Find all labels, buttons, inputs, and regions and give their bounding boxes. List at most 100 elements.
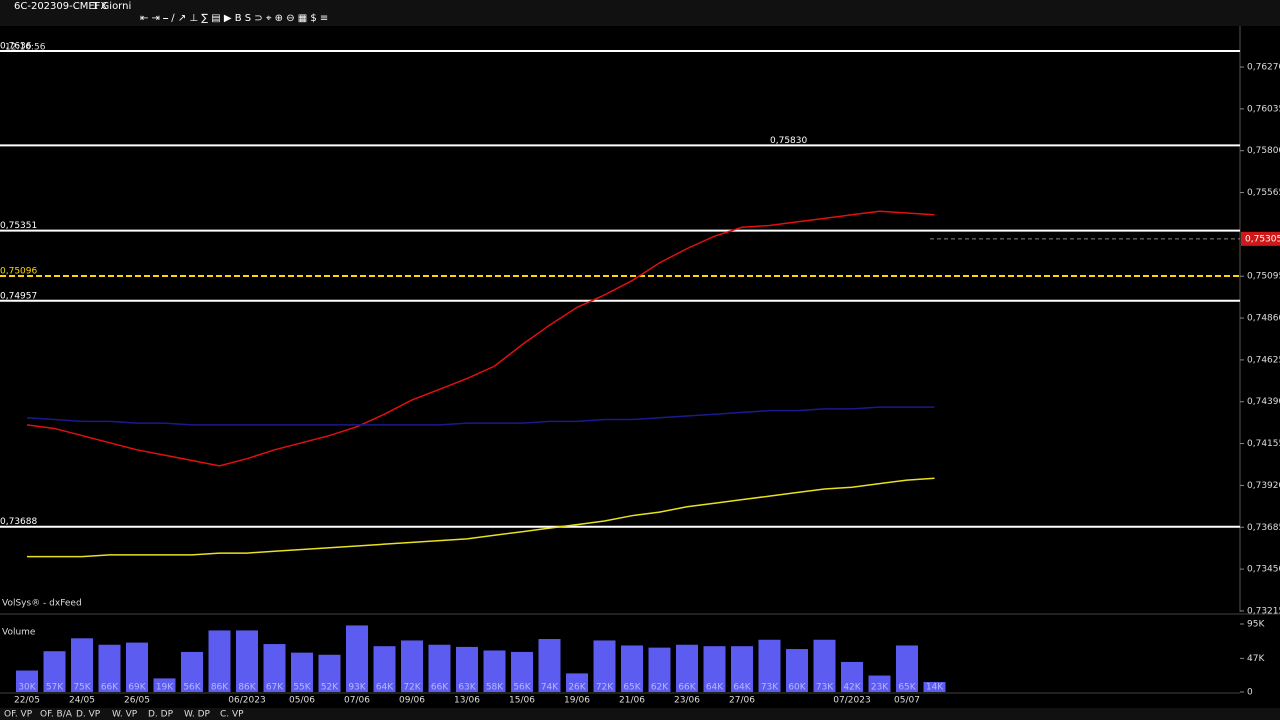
toolbar [0,0,1280,26]
volume-label: 66K [678,683,696,693]
date-label: 22/05 [14,696,40,706]
level-label: 0,75351 [0,221,37,231]
price-tick-label: 0,74155 [1247,439,1280,449]
volume-bar [896,645,918,692]
volume-bar [786,649,808,692]
tab[interactable]: D. DP [148,710,174,720]
date-label: 07/2023 [833,696,870,706]
volume-label: 72K [596,683,614,693]
volume-bar [346,625,368,692]
volume-label: 23K [871,683,889,693]
price-tick-label: 0,74625 [1247,355,1280,365]
date-label: 05/06 [289,696,315,706]
volume-label: 26K [568,683,586,693]
volume-label: 66K [431,683,449,693]
tool-icons[interactable]: ⇤ ⇥ ⎯ ∕ ↗ ⊥ ∑ ▤ ▶ B S ⊃ ⌖ ⊕ ⊖ ▦ $ ≡ [140,13,328,24]
volume-bar [263,644,286,692]
price-tick-label: 0,75565 [1247,188,1280,198]
volume-label: 86K [211,683,229,693]
volume-bar [813,639,836,692]
level-label: 0,7636 [0,42,32,52]
symbol[interactable]: 6C-202309-CMEFX [14,1,107,12]
volume-label: 57K [46,683,64,693]
volume-bar [456,646,478,692]
price-tick-label: 0,76035 [1247,104,1280,114]
tab[interactable]: OF. B/A [40,710,73,720]
level-label: 0,73688 [0,517,37,527]
volume-bar [758,639,781,692]
volume-bar [511,651,533,692]
volume-bar [703,646,726,692]
volume-label: 74K [541,683,559,693]
feed-label: VolSys® - dxFeed [2,599,82,609]
volume-bar [153,678,176,692]
clock: 12:16:56 [5,43,46,53]
volume-label: 64K [733,683,751,693]
moving-average [26,406,935,426]
timeframe[interactable]: 1 Giorni [92,1,131,12]
level-label: 0,74957 [0,291,37,301]
volume-bar [566,673,588,692]
volume-bar [621,645,643,692]
price-tick-label: 0,73215 [1247,606,1280,616]
volume-title: Volume [2,628,36,638]
volume-label: 65K [623,683,641,693]
date-label: 24/05 [69,696,95,706]
volume-bar [401,640,423,692]
volume-bar [428,644,451,692]
volume-bar [71,638,93,692]
moving-average [27,477,935,558]
price-tick-label: 0,75095 [1247,272,1280,282]
date-label: 15/06 [509,696,535,706]
volume-label: 86K [238,683,256,693]
volume-tick-label: 47K [1247,654,1265,664]
volume-bar [318,654,341,692]
level-label: 0,75096 [0,267,37,277]
date-label: 07/06 [344,696,370,706]
volume-label: 19K [156,683,174,693]
date-label: 13/06 [454,696,480,706]
volume-bar [126,642,148,692]
tab[interactable]: W. VP [112,710,138,720]
tab[interactable]: W. DP [184,710,211,720]
tab[interactable]: OF. VP [4,710,33,720]
moving-average [26,210,935,467]
volume-label: 75K [73,683,91,693]
volume-bar [593,640,616,692]
tab[interactable]: C. VP [220,710,244,720]
date-label: 19/06 [564,696,590,706]
volume-label: 64K [376,683,394,693]
date-label: 21/06 [619,696,645,706]
volume-bar [208,630,231,692]
volume-label: 42K [843,683,861,693]
tab[interactable]: D. VP [76,710,101,720]
volume-bar [923,681,946,692]
volume-bar [676,644,698,692]
volume-label: 30K [18,683,36,693]
last-price-box [1241,231,1280,246]
volume-bar [236,630,258,692]
volume-tick-label: 95K [1247,620,1265,630]
volume-label: 60K [788,683,806,693]
date-label: 09/06 [399,696,425,706]
volume-label: 55K [293,683,311,693]
date-label: 23/06 [674,696,700,706]
volume-label: 14K [926,683,944,693]
volume-label: 73K [816,683,834,693]
volume-label: 72K [403,683,421,693]
volume-label: 56K [183,683,201,693]
volume-label: 56K [513,683,531,693]
date-label: 05/07 [894,696,920,706]
volume-label: 69K [128,683,146,693]
volume-bar [538,639,561,692]
volume-label: 62K [651,683,669,693]
date-label: 27/06 [729,696,755,706]
